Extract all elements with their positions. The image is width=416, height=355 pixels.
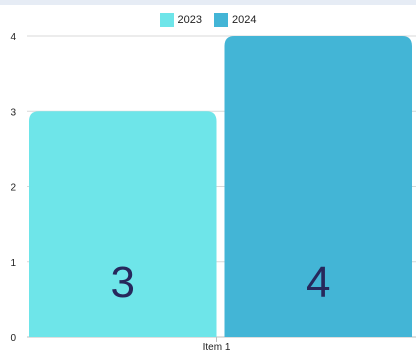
x-category-label: Item 1 [203, 342, 231, 353]
y-tick-label: 1 [10, 258, 16, 269]
bar-2024-item-1[interactable] [224, 36, 413, 337]
data-label-2024: 4 [306, 258, 330, 307]
y-tick-label: 2 [10, 183, 16, 194]
data-label-2023: 3 [111, 258, 135, 307]
y-tick-label: 4 [10, 32, 16, 43]
y-tick-label: 0 [10, 333, 16, 344]
bars [29, 36, 412, 337]
legend-item-2024[interactable]: 2024 [214, 13, 256, 27]
bar-2023-item-1[interactable] [29, 111, 217, 337]
legend-swatch-2023 [159, 13, 174, 27]
legend-label-2023: 2023 [177, 14, 202, 26]
y-tick-label: 3 [10, 107, 16, 118]
y-axis: 0 1 2 3 4 [10, 32, 16, 344]
x-axis: Item 1 [203, 337, 231, 353]
legend-item-2023[interactable]: 2023 [159, 13, 202, 27]
top-strip [0, 0, 416, 5]
legend-label-2024: 2024 [232, 14, 257, 26]
legend-swatch-2024 [214, 13, 228, 27]
chart-legend: 2023 2024 [0, 13, 416, 27]
